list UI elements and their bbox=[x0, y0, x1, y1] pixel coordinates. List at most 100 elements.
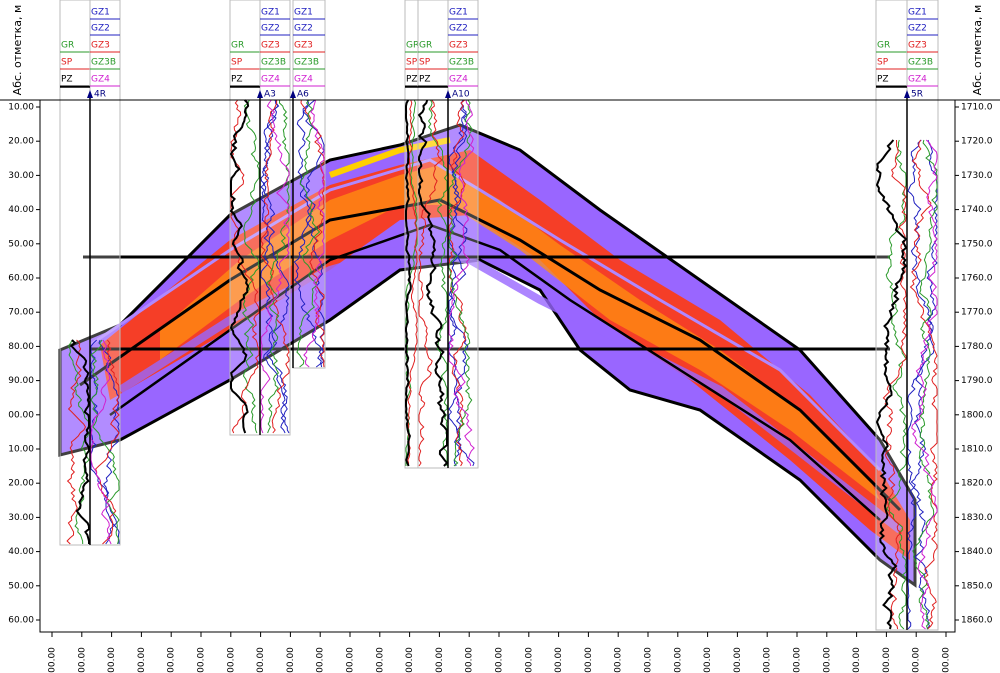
curve-label: PZ bbox=[419, 75, 431, 85]
log-curve bbox=[907, 139, 935, 630]
log-curve bbox=[300, 99, 325, 368]
y-tick-label: 90.00 bbox=[8, 376, 34, 386]
axis-title: Абс. отметка, м bbox=[971, 5, 984, 96]
curve-label: GZ4 bbox=[91, 75, 110, 85]
log-curve bbox=[260, 99, 290, 434]
x-tick-label: 00.00 bbox=[524, 647, 534, 673]
x-tick-label: 00.00 bbox=[852, 647, 862, 673]
log-curve bbox=[95, 339, 120, 545]
curve-label: GZ3 bbox=[261, 41, 280, 51]
curve-label: GZ3B bbox=[908, 58, 933, 68]
curve-label: GZ1 bbox=[449, 8, 468, 18]
x-tick-label: 00.00 bbox=[822, 647, 832, 673]
log-curve bbox=[885, 139, 907, 630]
curve-label: GZ3B bbox=[261, 58, 286, 68]
curve-label: GZ4 bbox=[908, 75, 927, 85]
axis-title: Абс. отметка, м bbox=[11, 5, 24, 96]
curve-label: GR bbox=[406, 41, 419, 51]
y-tick-label: 1770.0 bbox=[961, 308, 993, 318]
x-tick-label: 00.00 bbox=[256, 647, 266, 673]
curve-label: GR bbox=[61, 41, 74, 51]
y-tick-label: 60.00 bbox=[8, 616, 34, 626]
x-tick-label: 00.00 bbox=[465, 647, 475, 673]
x-tick-label: 00.00 bbox=[912, 647, 922, 673]
x-tick-label: 00.00 bbox=[554, 647, 564, 673]
curve-label: SP bbox=[877, 58, 889, 68]
log-curve bbox=[912, 139, 938, 630]
log-curve bbox=[417, 99, 449, 467]
x-tick-label: 00.00 bbox=[882, 647, 892, 673]
x-tick-label: 00.00 bbox=[77, 647, 87, 673]
log-curve bbox=[293, 99, 325, 368]
x-tick-label: 00.00 bbox=[197, 647, 207, 673]
x-tick-label: 00.00 bbox=[942, 647, 952, 673]
y-tick-label: 00.00 bbox=[8, 410, 34, 420]
layer-fill bbox=[160, 165, 880, 500]
x-tick-label: 00.00 bbox=[316, 647, 326, 673]
track bbox=[229, 0, 261, 436]
y-tick-label: 50.00 bbox=[8, 581, 34, 591]
y-tick-label: 1840.0 bbox=[961, 547, 993, 557]
well-marker bbox=[445, 90, 451, 98]
x-tick-label: 00.00 bbox=[405, 647, 415, 673]
y-tick-label: 1830.0 bbox=[961, 513, 993, 523]
log-curve bbox=[296, 99, 325, 368]
y-tick-label: 1720.0 bbox=[961, 137, 993, 147]
curve-label: GZ2 bbox=[294, 24, 313, 34]
curve-label: GZ3 bbox=[908, 41, 927, 51]
curve-label: GZ3B bbox=[294, 58, 319, 68]
curve-label: GZ3B bbox=[449, 58, 474, 68]
y-tick-label: 30.00 bbox=[8, 171, 34, 181]
log-curve bbox=[90, 339, 120, 544]
well-name: A6 bbox=[297, 90, 309, 100]
curve-label: PZ bbox=[406, 75, 418, 85]
layer-stripe bbox=[89, 158, 882, 472]
well-marker bbox=[87, 90, 93, 98]
y-tick-label: 10.00 bbox=[8, 103, 34, 113]
log-curve bbox=[296, 99, 321, 368]
y-tick-label: 1780.0 bbox=[961, 342, 993, 352]
y-tick-label: 20.00 bbox=[8, 137, 34, 147]
x-tick-label: 00.00 bbox=[763, 647, 773, 673]
curve-label: GZ3 bbox=[449, 41, 468, 51]
well-marker bbox=[904, 90, 910, 98]
y-tick-label: 40.00 bbox=[8, 205, 34, 215]
log-curve bbox=[875, 139, 908, 630]
log-curve bbox=[98, 339, 120, 545]
curve-label: GZ3 bbox=[91, 41, 110, 51]
curve-label: GR bbox=[877, 41, 890, 51]
y-tick-label: 1810.0 bbox=[961, 445, 993, 455]
y-tick-label: 10.00 bbox=[8, 445, 34, 455]
y-tick-label: 1790.0 bbox=[961, 376, 993, 386]
x-tick-label: 00.00 bbox=[614, 647, 624, 673]
log-curve bbox=[265, 99, 290, 434]
curve-label: GZ1 bbox=[261, 8, 280, 18]
x-tick-label: 00.00 bbox=[435, 647, 445, 673]
log-curve bbox=[427, 99, 448, 466]
x-tick-label: 00.00 bbox=[137, 647, 147, 673]
curve-label: GZ3B bbox=[91, 58, 116, 68]
curve-label: GZ2 bbox=[908, 24, 927, 34]
log-curve bbox=[229, 99, 250, 434]
curve-label: GZ2 bbox=[261, 24, 280, 34]
x-tick-label: 00.00 bbox=[703, 647, 713, 673]
x-tick-label: 00.00 bbox=[48, 647, 58, 673]
y-tick-label: 1740.0 bbox=[961, 205, 993, 215]
horizon bbox=[79, 198, 902, 512]
y-tick-label: 20.00 bbox=[8, 479, 34, 489]
log-curve bbox=[448, 99, 475, 467]
log-curve bbox=[70, 339, 91, 544]
y-tick-label: 40.00 bbox=[8, 547, 34, 557]
log-curve bbox=[90, 339, 120, 545]
log-curve bbox=[911, 139, 938, 630]
y-tick-label: 1750.0 bbox=[961, 239, 993, 249]
curve-label: GZ1 bbox=[908, 8, 927, 18]
curve-label: GZ2 bbox=[449, 24, 468, 34]
curve-label: GR bbox=[231, 41, 244, 51]
well-name: A3 bbox=[264, 90, 276, 100]
y-tick-label: 1710.0 bbox=[961, 103, 993, 113]
y-tick-label: 60.00 bbox=[8, 274, 34, 284]
y-tick-label: 1730.0 bbox=[961, 171, 993, 181]
log-curve bbox=[262, 99, 290, 434]
